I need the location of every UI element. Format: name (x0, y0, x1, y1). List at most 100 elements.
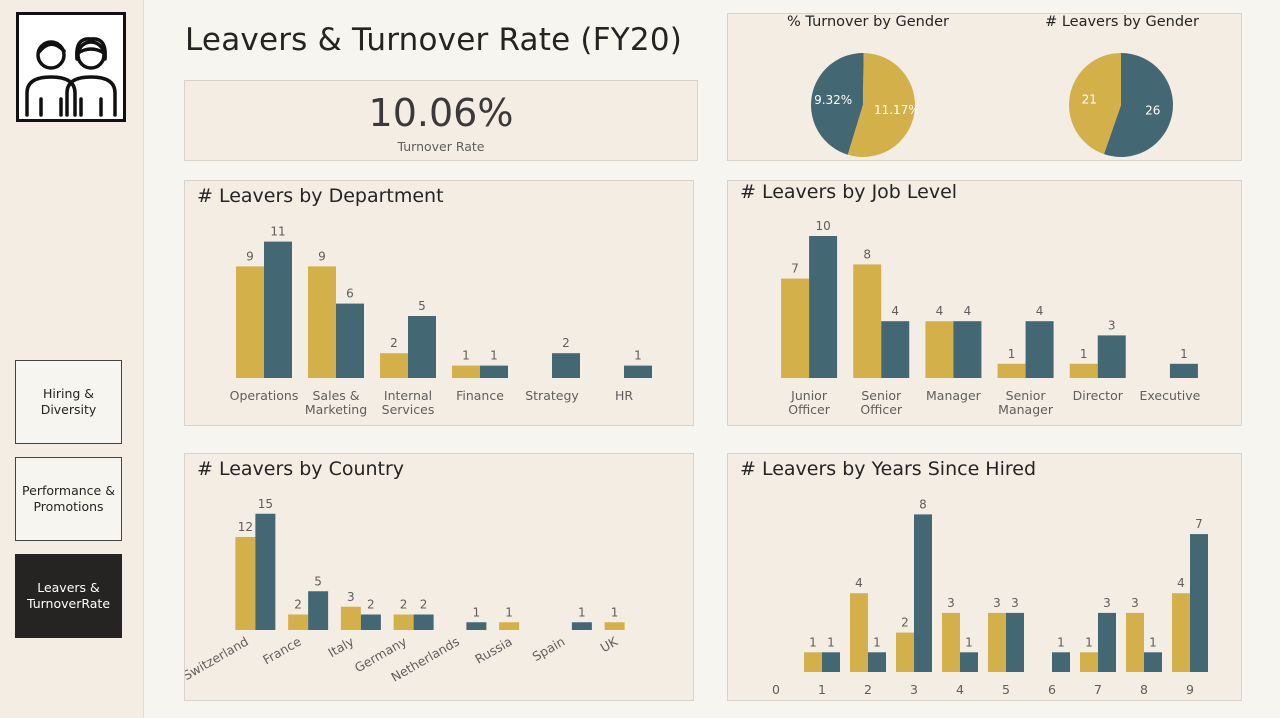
bar (380, 353, 408, 378)
bar (850, 593, 868, 672)
nav-leavers-turnover-button[interactable]: Leavers & TurnoverRate (15, 554, 122, 638)
bar (804, 652, 822, 672)
axis-tick-label: 8 (1140, 682, 1148, 697)
data-label: 1 (1149, 635, 1157, 649)
axis-tick-label: Switzerland (185, 634, 251, 683)
data-label: 8 (863, 247, 871, 261)
axis-tick-label: 1 (818, 682, 826, 697)
bar (1052, 652, 1070, 672)
bar (466, 622, 487, 630)
data-label: 4 (1177, 576, 1185, 590)
data-label: 3 (1011, 596, 1019, 610)
data-label: 7 (791, 262, 799, 276)
bar (925, 321, 954, 378)
bar (393, 614, 414, 630)
gender-panel: % Turnover by Gender # Leavers by Gender… (727, 13, 1242, 161)
axis-tick-label: Operations (230, 388, 299, 403)
bar (236, 266, 264, 378)
bar (1144, 652, 1162, 672)
nav-label: Performance & Promotions (22, 483, 115, 514)
bar (1097, 335, 1126, 378)
pie-slice-label: 9.32% (814, 93, 852, 107)
bar (809, 236, 838, 378)
bar (624, 365, 652, 378)
data-label: 8 (919, 497, 927, 511)
pie-chart-turnover-gender: 9.32% 11.17% (811, 53, 918, 157)
bar (1025, 321, 1054, 378)
pie-title: # Leavers by Gender (1045, 14, 1199, 30)
axis-tick-label: Manager (926, 388, 982, 403)
axis-tick-label: 0 (772, 682, 780, 697)
bar (235, 537, 256, 630)
data-label: 5 (314, 574, 322, 588)
axis-tick-label: 2 (864, 682, 872, 697)
nav-performance-promotions-button[interactable]: Performance & Promotions (15, 457, 122, 541)
axis-tick-label: Finance (456, 388, 504, 403)
bar (853, 264, 882, 378)
data-label: 1 (578, 605, 586, 619)
axis-tick-label: France (260, 633, 304, 667)
data-label: 1 (611, 605, 619, 619)
bar (896, 632, 914, 672)
data-label: 1 (1085, 635, 1093, 649)
data-label: 1 (473, 605, 481, 619)
data-label: 4 (964, 304, 972, 318)
data-label: 4 (891, 304, 899, 318)
axis-tick-label: Italy (325, 633, 357, 660)
pie-chart-leavers-gender: 26 21 (1069, 53, 1173, 157)
pie-slice (811, 53, 864, 155)
axis-tick-label: 6 (1048, 682, 1056, 697)
pie-slice (847, 53, 915, 157)
data-label: 2 (294, 598, 302, 612)
data-label: 9 (318, 249, 326, 263)
data-label: 1 (827, 635, 835, 649)
bar (340, 606, 361, 630)
bar (255, 513, 276, 630)
nav-label: Hiring & Diversity (40, 386, 97, 417)
chart-title: # Leavers by Years Since Hired (740, 458, 1037, 480)
data-label: 5 (418, 299, 426, 313)
axis-tick-label: 3 (910, 682, 918, 697)
bar (264, 241, 292, 378)
bar (988, 612, 1006, 672)
data-label: 3 (347, 590, 355, 604)
bar (308, 266, 336, 378)
data-label: 1 (634, 349, 642, 363)
bar (953, 321, 982, 378)
bar (408, 316, 436, 378)
axis-tick-label: Executive (1139, 388, 1200, 403)
bar (1190, 534, 1208, 672)
nav-hiring-diversity-button[interactable]: Hiring & Diversity (15, 360, 122, 444)
data-label: 1 (1180, 347, 1188, 361)
axis-tick-label: 4 (956, 682, 964, 697)
bar (499, 622, 520, 630)
data-label: 3 (1131, 596, 1139, 610)
data-label: 4 (855, 576, 863, 590)
bar (997, 363, 1026, 378)
bar (360, 614, 381, 630)
page-title: Leavers & Turnover Rate (FY20) (185, 22, 683, 58)
chart-title: # Leavers by Country (197, 458, 405, 480)
axis-tick-label: HR (615, 388, 633, 403)
pie-slice-label: 11.17% (874, 103, 918, 117)
bar (1006, 612, 1024, 672)
country-chart-panel: # Leavers by Country 12 15 Switzerland 2 5 Fr… (184, 453, 694, 701)
bar (942, 612, 960, 672)
data-label: 10 (815, 219, 830, 233)
data-label: 1 (1008, 347, 1016, 361)
data-label: 2 (562, 336, 570, 350)
job-level-bar-chart: 7 10 Junior Officer 8 4 Senior Officer 4 4 Manager… (781, 219, 1201, 417)
data-label: 12 (238, 520, 253, 534)
pie-slice (1103, 53, 1173, 157)
data-label: 2 (390, 336, 398, 350)
data-label: 1 (462, 349, 470, 363)
bar (1098, 612, 1116, 672)
bar (822, 652, 840, 672)
job-level-chart-panel: # Leavers by Job Level 7 10 Junior Officer 8… (727, 180, 1242, 426)
kpi-card: 10.06% Turnover Rate (184, 80, 698, 161)
bar (868, 652, 886, 672)
bar (960, 652, 978, 672)
bar (1126, 612, 1144, 672)
